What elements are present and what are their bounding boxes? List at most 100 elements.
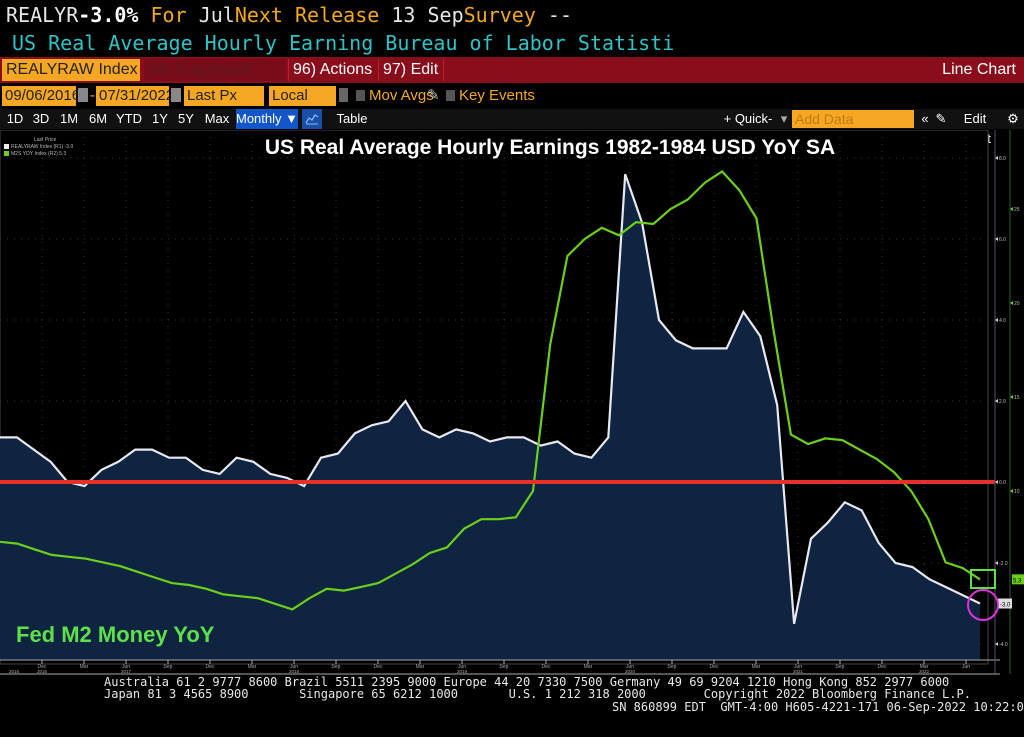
x-tick-label: Sep: [668, 664, 677, 670]
last-value: -3.0%: [78, 3, 139, 27]
calendar-icon[interactable]: [171, 88, 181, 102]
y-right-tick: [1010, 395, 1013, 399]
range-max[interactable]: Max: [204, 111, 230, 126]
dropdown-icon[interactable]: ▾: [780, 111, 788, 126]
date-toolbar: 09/06/2016 - 07/31/2022 Last Px Local CC…: [0, 85, 1024, 124]
calendar-icon[interactable]: [78, 88, 88, 102]
table-button[interactable]: Table: [336, 111, 368, 126]
range-5y[interactable]: 5Y: [178, 111, 194, 126]
add-data-input[interactable]: Add Data: [792, 110, 914, 128]
y-left-tick: [995, 480, 998, 484]
y-right-tick-label: 10: [1014, 489, 1020, 495]
y-left-tick: [995, 318, 998, 322]
actions-menu[interactable]: 96) Actions ▾: [288, 59, 376, 99]
y-axes: 8.0 6.0 4.0 2.0 0.0 -2.0 -4.0 25 20 15 10 -3.0 5.3: [994, 130, 1024, 674]
x-tick-year: 2016: [9, 669, 20, 674]
survey-label: Survey: [463, 3, 536, 27]
currency-select[interactable]: Local CCY: [269, 86, 336, 124]
earnings-line: [0, 173, 981, 625]
x-tick-label: Mar: [752, 664, 761, 670]
range-1d[interactable]: 1D: [6, 111, 24, 126]
range-ytd[interactable]: YTD: [116, 111, 142, 126]
security-input[interactable]: REALYRAW Index: [2, 59, 140, 81]
x-tick-label: Sep: [164, 664, 173, 670]
date-separator: -: [90, 87, 95, 104]
earnings-last-label: -3.0: [1000, 603, 1011, 609]
mov-avgs-checkbox[interactable]: [356, 90, 365, 101]
range-6m[interactable]: 6M: [88, 111, 108, 126]
x-tick-label: Dec: [878, 664, 887, 670]
y-left-tick-label: -2.0: [999, 561, 1008, 567]
currency-dropdown-icon[interactable]: [339, 88, 348, 102]
range-3d[interactable]: 3D: [32, 111, 50, 126]
x-tick-year: 2020: [625, 669, 636, 674]
footer-contacts-2: Japan 81 3 4565 8900 Singapore 65 6212 1…: [104, 687, 971, 701]
x-tick-year: 2021: [793, 669, 804, 674]
security-header: REALYR-3.0% For JulNext Release 13 SepSu…: [6, 2, 572, 28]
period-value: Jul: [198, 3, 235, 27]
for-label: For: [150, 3, 187, 27]
main-toolbar: REALYRAW Index 94) Suggested Charts 96) …: [0, 57, 1024, 100]
x-tick-label: Dec: [542, 664, 551, 670]
footer-contacts-1: Australia 61 2 9777 8600 Brazil 5511 239…: [104, 675, 950, 689]
y-right-tick: [1010, 207, 1013, 211]
x-tick-label: Mar: [248, 664, 257, 670]
footer-session: SN 860899 EDT GMT-4:00 H605-4221-171 06-…: [612, 700, 1024, 714]
field-select[interactable]: Last Px: [184, 86, 264, 106]
range-toolbar: 1D 3D 1M 6M YTD 1Y 5Y Max Monthly ▼ Tabl…: [0, 109, 1024, 146]
end-date-input[interactable]: 07/31/2022: [96, 86, 174, 106]
actions-label: 96) Actions: [293, 61, 373, 78]
y-right-tick-label: 20: [1014, 301, 1020, 307]
m2-last-label: 5.3: [1013, 578, 1022, 584]
y-left-tick: [995, 237, 998, 241]
pencil-icon[interactable]: ✎: [935, 111, 947, 126]
x-tick-label: Jun: [290, 664, 298, 670]
x-tick-label: Mar: [920, 664, 929, 670]
next-release-date: 13 Sep: [391, 3, 464, 27]
x-tick-label: Sep: [500, 664, 509, 670]
key-events-checkbox[interactable]: [446, 90, 455, 101]
x-tick-label: Mar: [416, 664, 425, 670]
legend-swatch: [4, 151, 9, 157]
y-left-tick: [995, 642, 998, 646]
range-1m[interactable]: 1M: [59, 111, 79, 126]
start-date-input[interactable]: 09/06/2016: [2, 86, 80, 106]
edit-label: 97) Edit: [383, 61, 439, 78]
legend-item-earnings: REALYRAW Index (R1) -3.0: [4, 144, 73, 151]
m2-line: [0, 169, 981, 611]
y-left-tick-label: 0.0: [999, 480, 1006, 486]
legend-title: Last Price: [34, 137, 57, 143]
pencil-icon[interactable]: ✎: [427, 87, 440, 104]
suggested-charts-button[interactable]: 94) Suggested Charts: [144, 59, 286, 100]
gear-icon[interactable]: ⚙: [1007, 111, 1019, 126]
x-tick-year: 2022: [919, 669, 930, 674]
x-tick-year: 2017: [121, 669, 132, 674]
x-tick-label: Sep: [836, 664, 845, 670]
range-1y[interactable]: 1Y: [152, 111, 168, 126]
x-tick-label: Jun: [458, 664, 466, 670]
y-left-tick-label: 2.0: [999, 399, 1006, 405]
edit-chart-button[interactable]: Edit Chart: [959, 111, 991, 146]
legend-item-m2: M2S YOY Index (R2) 5.3: [4, 151, 73, 158]
y-right-tick-label: 15: [1014, 395, 1020, 401]
y-left-tick-label: 4.0: [999, 318, 1006, 324]
mov-avgs-label: Mov Avgs: [369, 87, 434, 104]
line-chart-icon[interactable]: [302, 109, 322, 129]
y-right-tick: [1010, 489, 1013, 493]
x-tick-label: Jun: [122, 664, 130, 670]
x-tick-label: Mar: [584, 664, 593, 670]
x-tick-label: Dec: [38, 664, 47, 670]
frequency-dropdown[interactable]: Monthly ▼: [236, 109, 298, 129]
x-tick-year: 2019: [457, 669, 468, 674]
collapse-icon[interactable]: «: [921, 111, 929, 126]
x-tick-year: 2018: [289, 669, 300, 674]
y-left-tick: [995, 156, 998, 160]
quick-add-button[interactable]: + Quick-Add: [723, 111, 773, 146]
y-right-tick: [1010, 301, 1013, 305]
x-tick-year: 2016: [37, 669, 48, 674]
y-left-tick: [995, 561, 998, 565]
chart-legend: Last Price REALYRAW Index (R1) -3.0 M2S …: [4, 137, 73, 158]
edit-menu[interactable]: 97) Edit ▾: [378, 59, 444, 99]
